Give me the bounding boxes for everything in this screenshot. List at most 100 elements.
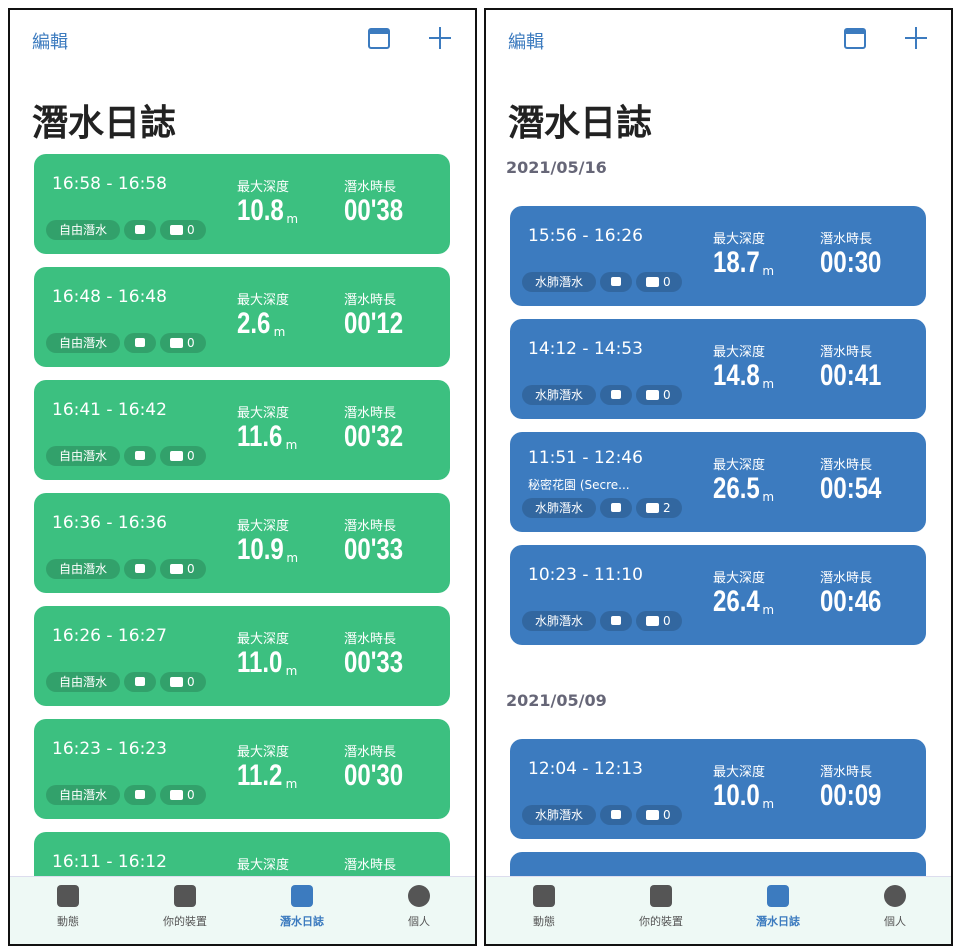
dive-type-tag: 水肺潛水 [522,272,596,292]
duration-label: 潛水時長 [344,406,397,421]
dive-time: 11:51 - 12:46 [528,448,643,468]
depth-label: 最大深度 [237,180,290,195]
calendar-button[interactable] [368,28,390,49]
plus-v [439,27,441,49]
duration-label: 潛水時長 [820,571,873,586]
depth-label: 最大深度 [713,765,766,780]
dive-card[interactable]: 11:51 - 12:46 秘密花園 (Secre... 水肺潛水 2 最大深度 潛水時長… [510,432,926,532]
calendar-button[interactable] [844,28,866,49]
tab-item[interactable]: 動態 [486,885,602,929]
phone-screen: 編輯 潛水日誌 16:58 - 16:58 自由潛水 0 最大深度 潛水時長 10.8 m 00'… [8,8,477,946]
lock-icon [611,503,621,512]
camera-icon [170,677,183,687]
tab-label: 潛水日誌 [756,915,800,928]
dive-time: 15:56 - 16:26 [528,226,643,246]
tab-icon [884,885,906,907]
page-title: 潛水日誌 [32,103,177,144]
dive-time: 16:36 - 16:36 [52,513,167,533]
lock-icon [135,225,145,234]
dive-time: 16:41 - 16:42 [52,400,167,420]
tab-bar: 動態 你的裝置 潛水日誌 個人 [10,876,475,944]
tab-label: 你的裝置 [639,915,683,928]
tab-label: 個人 [408,915,430,928]
dive-card[interactable]: 14:12 - 14:53 水肺潛水 0 最大深度 潛水時長 14.8 m 00:41 [510,319,926,419]
duration-label: 潛水時長 [344,745,397,760]
edit-button[interactable]: 編輯 [32,32,68,53]
photo-tag: 0 [160,785,206,805]
duration-value: 00:41 [820,359,882,392]
tab-icon [174,885,196,907]
dive-type-tag: 自由潛水 [46,446,120,466]
lock-tag [600,611,632,631]
tab-label: 潛水日誌 [280,915,324,928]
dive-location: 秘密花園 (Secre... [528,478,630,492]
lock-tag [600,272,632,292]
lock-icon [135,451,145,460]
dive-card[interactable]: 16:26 - 16:27 自由潛水 0 最大深度 潛水時長 11.0 m 00'33 [34,606,450,706]
dive-card[interactable]: 16:58 - 16:58 自由潛水 0 最大深度 潛水時長 10.8 m 00'38 [34,154,450,254]
depth-unit: m [762,377,775,391]
duration-label: 潛水時長 [344,519,397,534]
dive-card[interactable]: 12:04 - 12:13 水肺潛水 0 最大深度 潛水時長 10.0 m 00:09 [510,739,926,839]
dive-type-tag: 自由潛水 [46,333,120,353]
photo-count: 0 [187,562,195,576]
depth-value: 14.8 [713,359,760,392]
dive-card[interactable]: 16:41 - 16:42 自由潛水 0 最大深度 潛水時長 11.6 m 00'32 [34,380,450,480]
lock-tag [124,559,156,579]
photo-count: 0 [663,808,671,822]
duration-value: 00:30 [820,246,882,279]
lock-tag [600,385,632,405]
add-button[interactable] [905,27,927,49]
depth-value: 10.0 [713,779,760,812]
depth-label: 最大深度 [237,406,290,421]
tab-item[interactable]: 動態 [10,885,126,929]
dive-card[interactable]: 15:56 - 16:26 水肺潛水 0 最大深度 潛水時長 18.7 m 00:30 [510,206,926,306]
dive-type-tag: 水肺潛水 [522,385,596,405]
dive-time: 14:12 - 14:53 [528,339,643,359]
dive-time: 10:23 - 11:10 [528,565,643,585]
camera-icon [646,390,659,400]
tab-icon [767,885,789,907]
lock-icon [611,390,621,399]
depth-unit: m [285,777,298,791]
depth-unit: m [762,797,775,811]
depth-label: 最大深度 [237,519,290,534]
duration-value: 00'12 [344,307,404,340]
camera-icon [646,810,659,820]
depth-value: 2.6 [237,307,271,340]
add-button[interactable] [429,27,451,49]
tab-icon [291,885,313,907]
lock-icon [135,564,145,573]
duration-value: 00'33 [344,646,404,679]
camera-icon [170,564,183,574]
edit-button[interactable]: 編輯 [508,32,544,53]
tab-item[interactable]: 潛水日誌 [244,885,360,929]
photo-tag: 0 [636,385,682,405]
tab-item[interactable]: 個人 [361,885,475,929]
tab-item[interactable]: 潛水日誌 [720,885,836,929]
dive-card[interactable]: 16:36 - 16:36 自由潛水 0 最大深度 潛水時長 10.9 m 00'33 [34,493,450,593]
duration-value: 00'33 [344,533,404,566]
dive-time: 16:58 - 16:58 [52,174,167,194]
duration-label: 潛水時長 [344,180,397,195]
tab-item[interactable]: 個人 [837,885,951,929]
depth-value: 11.2 [237,759,283,792]
depth-label: 最大深度 [713,232,766,247]
dive-type-tag: 自由潛水 [46,672,120,692]
duration-value: 00:46 [820,585,882,618]
tab-item[interactable]: 你的裝置 [603,885,719,929]
photo-tag: 0 [160,672,206,692]
dive-type-tag: 水肺潛水 [522,611,596,631]
dive-type-tag: 自由潛水 [46,785,120,805]
dive-card[interactable]: 16:48 - 16:48 自由潛水 0 最大深度 潛水時長 2.6 m 00'12 [34,267,450,367]
camera-icon [170,451,183,461]
duration-value: 00'32 [344,420,404,453]
depth-unit: m [762,264,775,278]
dive-time: 16:26 - 16:27 [52,626,167,646]
tab-item[interactable]: 你的裝置 [127,885,243,929]
tab-icon [650,885,672,907]
depth-label: 最大深度 [713,345,766,360]
tab-icon [57,885,79,907]
dive-card[interactable]: 16:23 - 16:23 自由潛水 0 最大深度 潛水時長 11.2 m 00'30 [34,719,450,819]
dive-card[interactable]: 10:23 - 11:10 水肺潛水 0 最大深度 潛水時長 26.4 m 00:46 [510,545,926,645]
